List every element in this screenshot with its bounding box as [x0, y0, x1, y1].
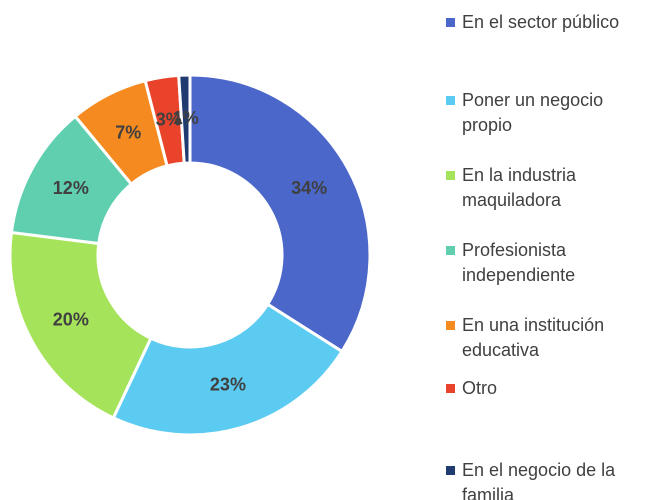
legend-swatch	[446, 96, 455, 105]
donut-slice	[177, 73, 192, 165]
legend-item: Otro	[446, 376, 656, 401]
legend-label: En el sector público	[462, 12, 620, 32]
data-label: 20%	[53, 309, 89, 329]
legend-item: Poner un negocio propio	[446, 88, 656, 138]
legend-swatch	[446, 18, 455, 27]
legend-label: En el negocio de la familia	[462, 460, 616, 500]
legend-swatch	[446, 321, 455, 330]
legend-label: En una institución educativa	[462, 315, 605, 360]
donut-slice	[8, 230, 153, 420]
legend-label: Otro	[462, 378, 498, 398]
legend-label: Poner un negocio propio	[462, 90, 604, 135]
data-label: 34%	[291, 178, 327, 198]
data-label: 23%	[210, 374, 246, 394]
legend-swatch	[446, 246, 455, 255]
data-label: 3%	[156, 109, 182, 129]
legend-swatch	[446, 384, 455, 393]
data-label: 7%	[115, 123, 141, 143]
donut-chart: 34% 23% 20% 12% 7% 3%1%	[8, 73, 372, 437]
legend-item: Profesionista independiente	[446, 238, 656, 288]
legend-item: En el sector público	[446, 10, 656, 35]
data-label: 1%	[173, 108, 199, 128]
legend-item: En una institución educativa	[446, 313, 656, 363]
legend-swatch	[446, 171, 455, 180]
data-label: 12%	[53, 178, 89, 198]
legend-item: En el negocio de la familia	[446, 458, 656, 500]
donut-slice	[188, 73, 372, 354]
legend-label: Profesionista independiente	[462, 240, 576, 285]
legend-swatch	[446, 466, 455, 475]
donut-slice	[111, 302, 345, 437]
legend-label: En la industria maquiladora	[462, 165, 577, 210]
legend-item: En la industria maquiladora	[446, 163, 656, 213]
